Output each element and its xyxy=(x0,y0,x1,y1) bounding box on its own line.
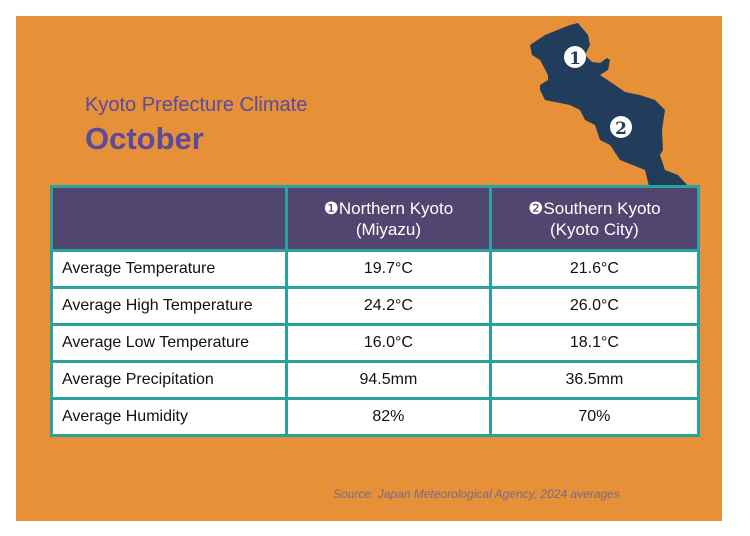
climate-table: ❶Northern Kyoto (Miyazu) ❷Southern Kyoto(… xyxy=(50,185,701,437)
kyoto-prefecture-shape xyxy=(530,23,693,200)
table-header-row: ❶Northern Kyoto (Miyazu) ❷Southern Kyoto(… xyxy=(50,185,701,252)
source-note: Source: Japan Meteorological Agency, 202… xyxy=(333,487,620,501)
table-row: Average High Temperature 24.2°C 26.0°C xyxy=(50,286,701,326)
marker-2-icon xyxy=(610,116,632,138)
header-empty xyxy=(50,185,288,252)
table-row: Average Precipitation 94.5mm 36.5mm xyxy=(50,360,701,400)
table-row: Average Humidity 82% 70% xyxy=(50,397,701,437)
marker-1-icon xyxy=(564,46,586,68)
header-northern: ❶Northern Kyoto (Miyazu) xyxy=(285,185,492,252)
header-southern: ❷Southern Kyoto (Kyoto City) xyxy=(488,185,701,252)
svg-text:2: 2 xyxy=(615,119,627,139)
page-title: Kyoto Prefecture Climate xyxy=(85,94,308,116)
svg-text:1: 1 xyxy=(569,49,581,69)
table-row: Average Temperature 19.7°C 21.6°C xyxy=(50,249,701,289)
table-row: Average Low Temperature 16.0°C 18.1°C xyxy=(50,323,701,363)
page-subtitle: October xyxy=(85,121,204,156)
